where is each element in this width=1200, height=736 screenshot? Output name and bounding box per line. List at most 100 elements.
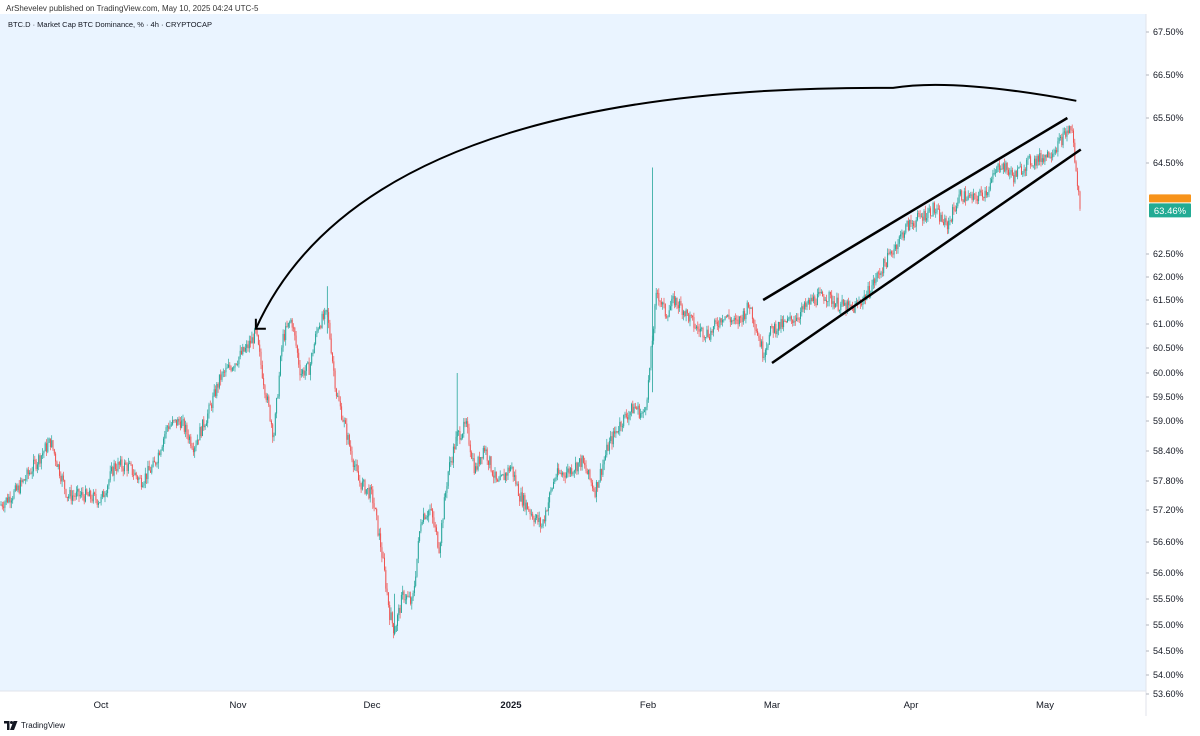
candle-body (467, 421, 469, 428)
candle-body (650, 347, 652, 368)
candle-body (465, 421, 467, 424)
candle-body (780, 319, 782, 329)
time-axis[interactable]: Oct Nov Dec 2025 Feb Mar Apr May (94, 700, 1055, 711)
candle-body (871, 285, 873, 294)
candle-body (3, 506, 5, 508)
channel-trendline[interactable] (771, 148, 1082, 365)
drawings-group[interactable] (254, 83, 1082, 365)
candle-body (200, 427, 202, 437)
candle-body (408, 596, 410, 598)
candle-body (946, 222, 948, 230)
candle-body (152, 460, 154, 467)
candle-body (554, 479, 556, 483)
candle-body (1075, 162, 1077, 172)
candle-body (13, 490, 15, 499)
candle-body (605, 455, 606, 460)
candle-body (976, 198, 978, 202)
candle-body (428, 510, 430, 517)
candle-body (345, 420, 346, 424)
candle-body (277, 396, 279, 399)
candle-body (606, 444, 608, 456)
candle-body (194, 447, 196, 453)
candle-body (745, 313, 747, 320)
candle-body (611, 436, 613, 445)
candle-body (733, 317, 735, 321)
x-tick-label: Feb (640, 700, 656, 711)
candle-body (618, 431, 619, 433)
candle-body (711, 330, 713, 333)
candle-body (517, 483, 519, 497)
candle-body (1067, 130, 1069, 133)
candle-body (68, 496, 70, 499)
candle-body (490, 456, 492, 472)
candle-body (289, 322, 291, 324)
candle-body (359, 480, 361, 483)
tradingview-icon (4, 721, 18, 730)
candle-body (941, 214, 943, 222)
candle-body (7, 497, 8, 503)
candle-body (411, 597, 413, 604)
candle-body (404, 599, 406, 601)
candle-body (693, 317, 695, 328)
candle-body (202, 419, 203, 437)
candle-body (1052, 153, 1054, 158)
price-chart[interactable]: 67.50% 66.50% 65.50% 64.50% 62.50% 62.00% 61.5… (0, 14, 1200, 716)
candle-body (281, 347, 283, 357)
candle-body (278, 375, 280, 397)
candle-body (1040, 153, 1042, 163)
candle-body (719, 318, 721, 327)
candle-body (614, 431, 616, 434)
candle-body (147, 466, 149, 480)
candle-body (498, 480, 500, 482)
candle-body (718, 325, 720, 327)
candle-body (265, 394, 267, 401)
candle-body (887, 252, 889, 268)
candle-body (455, 436, 457, 450)
candle-body (572, 472, 574, 475)
candle-body (576, 462, 578, 472)
tradingview-logo[interactable]: TradingView (4, 721, 65, 730)
candle-body (92, 492, 94, 502)
candle-body (922, 216, 924, 221)
candle-body (763, 356, 765, 358)
candle-body (768, 334, 770, 345)
candle-body (751, 307, 753, 319)
candle-body (438, 547, 440, 554)
candle-body (1043, 158, 1045, 162)
candle-body (989, 182, 991, 190)
candle-body (1001, 168, 1003, 170)
candle-body (872, 279, 874, 286)
candle-body (1076, 171, 1078, 187)
candle-body (38, 455, 40, 465)
candle-body (624, 413, 626, 415)
candle-body (636, 407, 638, 410)
candle-body (259, 344, 261, 352)
candle-body (766, 347, 768, 350)
candle-body (495, 471, 497, 480)
candle-body (29, 472, 31, 475)
candle-body (521, 492, 523, 506)
y-tick-label: 61.00% (1153, 319, 1184, 329)
chart-area[interactable]: 67.50% 66.50% 65.50% 64.50% 62.50% 62.00% 61.5… (0, 14, 1200, 716)
candle-body (208, 404, 210, 414)
channel-trendline[interactable] (762, 116, 1069, 302)
arc-arrow-curve[interactable] (254, 83, 1077, 330)
candle-body (675, 297, 677, 306)
price-axis[interactable]: 67.50% 66.50% 65.50% 64.50% 62.50% 62.00% 61.5… (1146, 27, 1184, 699)
y-tick-label: 54.50% (1153, 646, 1184, 656)
candle-body (218, 374, 220, 388)
candle-body (784, 320, 786, 322)
candle-body (120, 459, 122, 465)
candle-body (14, 485, 16, 491)
candle-body (109, 471, 111, 481)
candle-body (399, 607, 401, 613)
candle-body (738, 316, 740, 325)
candle-body (649, 367, 651, 381)
candle-body (243, 346, 245, 352)
publish-info: ArShevelev published on TradingView.com,… (6, 4, 259, 13)
candle-body (449, 462, 450, 472)
candle-body (944, 218, 946, 225)
candle-body (974, 193, 976, 195)
candle-body (668, 310, 670, 317)
candle-body (579, 458, 580, 463)
